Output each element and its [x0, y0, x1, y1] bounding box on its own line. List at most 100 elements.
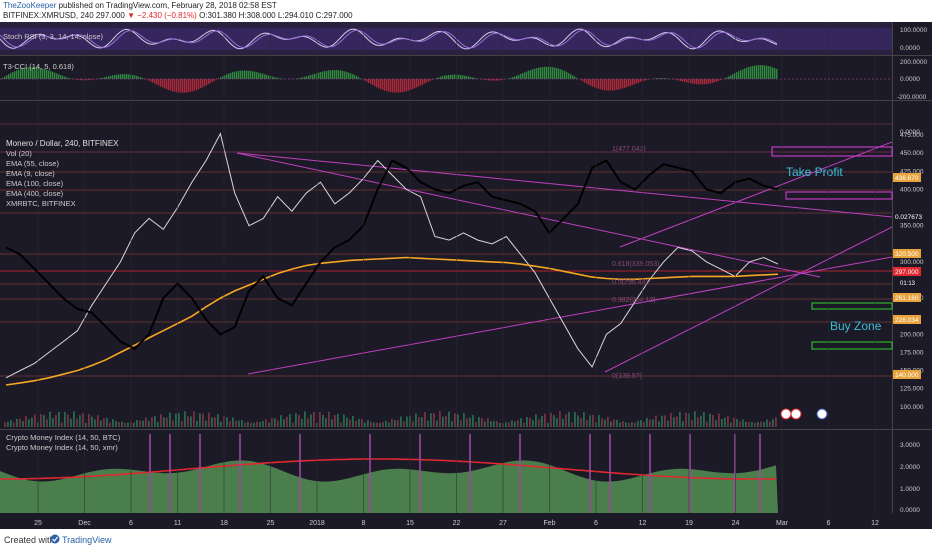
cci-bar [488, 79, 490, 81]
cci-bar [348, 72, 350, 79]
cci-bar [138, 76, 140, 79]
cci-bar [550, 66, 552, 79]
cci-bar [258, 72, 260, 79]
volume-bar [664, 415, 666, 427]
cci-bar [520, 73, 522, 79]
cci-bar [272, 76, 274, 79]
volume-bar [622, 421, 624, 427]
chart-area[interactable]: Take Profit Buy Zone 1(477.043) 0.618(33… [0, 22, 932, 529]
volume-bar [394, 420, 396, 427]
close-value: C:297.000 [315, 11, 353, 20]
volume-bar [10, 420, 12, 427]
cci-bar [574, 76, 576, 79]
volume-bar [190, 416, 192, 427]
volume-bar [760, 421, 762, 427]
cci-bar [52, 71, 54, 79]
volume-bar [331, 419, 333, 427]
event-icon[interactable] [790, 408, 802, 420]
cci-bar [46, 69, 48, 79]
x-tick-label: 12 [871, 520, 879, 527]
volume-bar [115, 420, 117, 427]
cci-bar [674, 79, 676, 80]
x-tick-label: Feb [543, 520, 555, 527]
volume-bar [385, 420, 387, 427]
chart-svg[interactable]: Take Profit Buy Zone 1(477.043) 0.618(33… [0, 22, 932, 529]
fib-label: 0.618(339.053) [612, 261, 659, 268]
cci-bar [502, 79, 504, 80]
volume-bar [346, 417, 348, 427]
volume-bar [748, 421, 750, 427]
cci-bar [772, 67, 774, 79]
cci-bar [192, 79, 194, 92]
volume-bar [487, 418, 489, 427]
cci-bar [444, 75, 446, 79]
volume-bar [301, 418, 303, 427]
volume-bar [7, 421, 9, 427]
buy-zone-box-2[interactable] [811, 341, 893, 350]
cmi-axis-2: 2.0000 [900, 464, 920, 471]
price-badge-text: 261.160 [895, 295, 919, 302]
event-icon[interactable] [780, 408, 792, 420]
volume-bar [46, 419, 48, 427]
cci-bar [102, 77, 104, 79]
cci-bar [720, 79, 722, 81]
volume-bar [340, 422, 342, 427]
volume-bar [319, 411, 321, 427]
cci-bar [182, 79, 184, 93]
volume-bar [25, 416, 27, 427]
volume-bar [313, 411, 315, 427]
cci-bar [350, 73, 352, 79]
volume-bar [451, 421, 453, 427]
cci-bar [68, 77, 70, 79]
stoch-label: Stoch RSI (3, 3, 14, 14, close) [3, 32, 104, 41]
volume-bar [226, 417, 228, 427]
volume-bar [31, 417, 33, 427]
volume-bar [349, 419, 351, 427]
take-profit-box-1[interactable] [771, 146, 893, 157]
cci-bar [168, 79, 170, 91]
cci-bar [690, 79, 692, 84]
cci-bar [34, 67, 36, 79]
cci-bar [174, 79, 176, 92]
volume-bar [574, 411, 576, 427]
volume-bar [97, 415, 99, 427]
cci-bar [184, 79, 186, 93]
volume-bar [757, 422, 759, 427]
cci-bar [470, 76, 472, 79]
cci-bar [120, 74, 122, 79]
volume-bar [463, 413, 465, 427]
volume-bar [406, 416, 408, 427]
cci-bar [220, 77, 222, 79]
cci-bar [718, 79, 720, 81]
volume-bar [193, 411, 195, 427]
volume-bar [427, 420, 429, 427]
cci-bar [698, 79, 700, 85]
cci-bar [266, 74, 268, 79]
cci-bar [14, 71, 16, 79]
cci-bar [78, 79, 80, 80]
volume-bar [244, 422, 246, 427]
cci-bar [276, 77, 278, 79]
cci-bar [620, 79, 622, 90]
cci-bar [308, 75, 310, 79]
event-icon[interactable] [816, 408, 828, 420]
volume-bar [586, 419, 588, 427]
tradingview-link[interactable]: TradingView [62, 535, 112, 545]
take-profit-box-2[interactable] [785, 191, 893, 200]
volume-bar [151, 417, 153, 427]
volume-bar [637, 420, 639, 427]
volume-bar [643, 422, 645, 427]
cci-bar [188, 79, 190, 93]
volume-bar [721, 418, 723, 427]
cci-bar [654, 78, 656, 79]
cci-bar [418, 79, 420, 87]
cci-bar [438, 77, 440, 79]
buy-zone-box-1[interactable] [811, 302, 893, 310]
cci-bar [758, 65, 760, 79]
volume-bar [646, 417, 648, 427]
cci-bar [734, 73, 736, 79]
cci-bar [382, 79, 384, 90]
fib-label: 0.382(254.12) [612, 297, 656, 304]
author-link[interactable]: TheZooKeeper [3, 1, 57, 10]
open-value: O:301.380 [199, 11, 237, 20]
